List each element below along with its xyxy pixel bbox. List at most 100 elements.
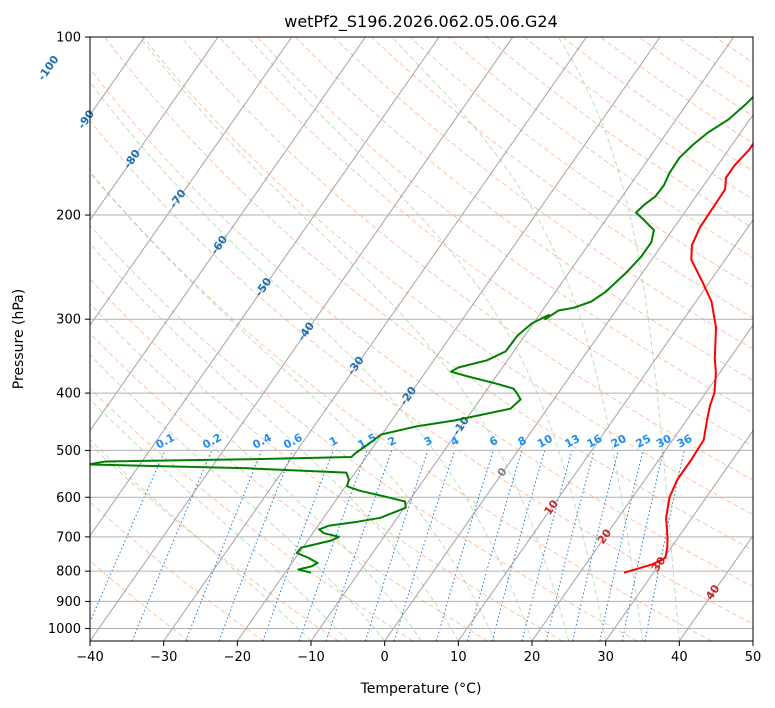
isotherm-line: [90, 37, 219, 221]
mixing-ratio-line: [90, 450, 166, 624]
isotherm-line: [605, 429, 753, 641]
dry-adiabat: [90, 443, 339, 641]
moist-adiabat: [557, 37, 680, 641]
isotherm-line: [457, 219, 753, 641]
moist-adiabat: [90, 81, 533, 641]
y-tick-label: 500: [56, 444, 81, 459]
y-tick-label: 200: [56, 209, 81, 224]
moist-adiabat: [90, 439, 312, 641]
mixing-ratio-line: [467, 450, 523, 641]
dry-adiabat: [333, 37, 753, 350]
dry-adiabat: [638, 37, 753, 117]
isotherm-label: 20: [595, 526, 615, 546]
mixing-ratio-label: 8: [516, 434, 529, 449]
profiles: [90, 95, 753, 574]
moist-adiabat: [247, 37, 607, 641]
plot-frame: [89, 36, 754, 642]
isotherm-line: [90, 37, 440, 537]
dry-adiabat: [90, 501, 264, 641]
dry-adiabat: [90, 332, 488, 641]
isotherm-label: -30: [345, 354, 367, 378]
y-axis: 1000 900 800 700 600 500 400 300 200 100: [48, 31, 90, 637]
dry-adiabat: [409, 37, 753, 288]
dewpoint-profile: [90, 95, 753, 574]
x-tick-label: 10: [450, 650, 467, 665]
moist-adiabat: [90, 170, 496, 641]
dry-adiabat: [371, 37, 753, 319]
x-tick-label: 40: [671, 650, 688, 665]
mixing-ratio-label: 25: [634, 432, 654, 451]
moist-adiabat: [139, 37, 570, 641]
moist-adiabat: [90, 302, 422, 641]
mixing-ratio-label: 0.1: [154, 431, 177, 452]
dry-adiabat: [714, 37, 753, 64]
isotherm-line: [310, 37, 735, 641]
mixing-ratio-line: [435, 450, 494, 641]
dry-adiabat: [676, 37, 753, 90]
dry-adiabat: [180, 37, 753, 481]
isotherm-label: -80: [121, 147, 143, 171]
x-tick-label: 30: [597, 650, 614, 665]
background-lines: [90, 37, 775, 641]
isotherm-label: -70: [167, 187, 189, 211]
mixing-ratio-line: [491, 450, 546, 641]
isotherm-line: [531, 324, 753, 641]
mixing-ratio-label: 0.6: [281, 431, 305, 452]
dry-adiabat: [447, 37, 753, 259]
moist-adiabat: [90, 398, 349, 641]
dry-adiabat: [600, 37, 753, 145]
isotherm-label: -90: [75, 107, 97, 131]
isotherm-label: -40: [295, 319, 317, 343]
x-tick-label: −20: [224, 650, 251, 665]
mixing-ratio-line: [521, 450, 573, 641]
y-tick-label: 900: [56, 595, 81, 610]
isotherm-line: [236, 37, 661, 641]
mixing-ratio-label: 1: [327, 434, 340, 449]
y-axis-label: Pressure (hPa): [11, 289, 27, 389]
y-tick-label: 100: [56, 31, 81, 46]
x-tick-label: −40: [76, 650, 103, 665]
mixing-ratio-label: 10: [535, 432, 555, 451]
mixing-ratio-label: 36: [675, 432, 695, 451]
dry-adiabat: [90, 119, 753, 625]
isotherm-line: [678, 534, 753, 641]
mixing-ratio-line: [572, 450, 619, 641]
isotherm-line: [90, 37, 514, 641]
mixing-ratio-label: 30: [654, 432, 674, 451]
mixing-ratio-line: [599, 450, 644, 641]
x-tick-label: 50: [745, 650, 762, 665]
x-tick-label: 20: [524, 650, 541, 665]
mixing-ratio-line: [185, 450, 263, 641]
x-tick-label: 0: [381, 650, 389, 665]
moist-adiabat: [391, 37, 643, 641]
dry-adiabat: [104, 37, 753, 551]
isotherm-line: [90, 37, 366, 432]
mixing-ratio-line: [325, 450, 393, 641]
dry-adiabat: [523, 37, 753, 201]
mixing-ratio-line: [298, 450, 368, 641]
dry-adiabat: [485, 37, 753, 229]
isotherm-line: [90, 37, 293, 327]
isotherm-line: [752, 640, 753, 641]
y-tick-label: 800: [56, 565, 81, 580]
x-axis-label: Temperature (°C): [360, 681, 482, 697]
mixing-ratio-line: [545, 450, 595, 641]
dry-adiabat: [295, 37, 753, 382]
mixing-ratio-label: 0.4: [250, 431, 274, 452]
y-tick-label: 600: [56, 491, 81, 506]
mixing-ratio-line: [218, 450, 294, 641]
dry-adiabat: [90, 172, 712, 641]
temperature-profile: [623, 142, 753, 574]
moist-adiabat: [90, 354, 386, 641]
dry-adiabat: [753, 37, 775, 641]
dry-adiabat: [218, 37, 753, 447]
x-tick-label: −10: [297, 650, 324, 665]
isotherm-label: -50: [252, 275, 274, 299]
dry-adiabat: [142, 37, 753, 516]
isotherm-line: [384, 113, 753, 641]
y-tick-label: 400: [56, 387, 81, 402]
mixing-ratio-line: [131, 450, 213, 641]
isotherm-line: [163, 37, 587, 641]
